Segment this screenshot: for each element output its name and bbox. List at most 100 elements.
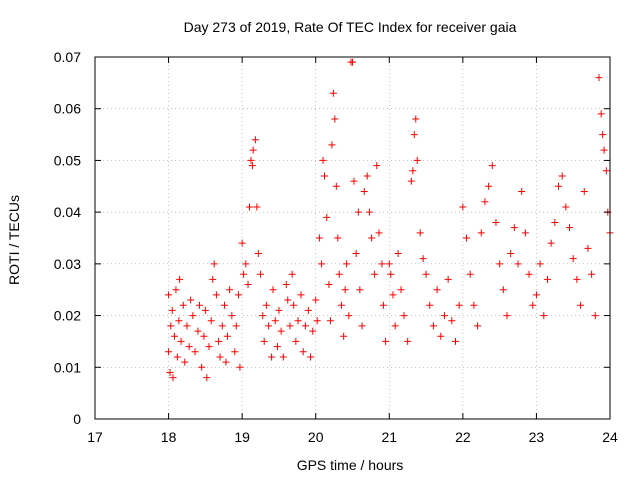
data-point	[422, 270, 430, 278]
data-point	[328, 141, 336, 149]
data-point	[318, 260, 326, 268]
data-point	[514, 260, 522, 268]
data-point	[315, 234, 323, 242]
data-point	[595, 74, 603, 82]
data-point	[297, 291, 305, 299]
data-point	[363, 172, 371, 180]
data-points	[165, 58, 614, 382]
data-point	[555, 182, 562, 190]
data-point	[205, 343, 213, 351]
data-point	[165, 348, 173, 356]
data-point	[292, 337, 300, 345]
data-point	[440, 312, 448, 320]
data-point	[325, 281, 333, 289]
data-point	[409, 167, 417, 175]
data-point	[248, 162, 256, 170]
data-point	[218, 322, 226, 330]
data-point	[273, 343, 281, 351]
data-point	[331, 115, 339, 123]
data-point	[437, 332, 445, 340]
data-point	[307, 353, 315, 361]
data-point	[341, 286, 349, 294]
data-point	[198, 363, 206, 371]
data-point	[518, 187, 526, 195]
data-point	[209, 275, 217, 283]
data-point	[349, 58, 356, 66]
data-point	[313, 317, 321, 325]
data-point	[566, 224, 574, 232]
data-point	[481, 198, 489, 206]
y-tick-label: 0.02	[54, 308, 81, 324]
data-point	[321, 172, 329, 180]
data-point	[562, 203, 570, 211]
data-point	[397, 286, 405, 294]
data-point	[371, 270, 379, 278]
data-point	[354, 208, 362, 216]
x-axis-label: GPS time / hours	[297, 457, 404, 473]
data-point	[223, 332, 231, 340]
x-tick-label: 21	[381, 429, 397, 445]
data-point	[599, 131, 607, 139]
y-tick-labels: 0 0.01 0.02 0.03 0.04 0.05 0.06 0.07	[54, 49, 81, 427]
data-point	[368, 234, 376, 242]
data-point	[444, 275, 452, 283]
data-point	[165, 291, 173, 299]
data-point	[220, 301, 228, 309]
data-point	[558, 172, 566, 180]
data-point	[429, 322, 437, 330]
data-point	[400, 312, 408, 320]
data-point	[246, 203, 253, 211]
data-point	[407, 177, 415, 185]
data-point	[301, 322, 309, 330]
data-point	[215, 337, 223, 345]
data-point	[166, 368, 174, 376]
y-tick-label: 0.06	[54, 101, 81, 117]
x-tick-label: 18	[161, 429, 177, 445]
data-point	[231, 348, 239, 356]
data-point	[269, 286, 277, 294]
data-point	[525, 270, 533, 278]
data-point	[176, 275, 184, 283]
data-point	[234, 291, 242, 299]
data-point	[455, 301, 463, 309]
data-point	[352, 250, 360, 258]
data-point	[335, 270, 343, 278]
axis-ticks	[94, 56, 611, 420]
data-point	[337, 301, 345, 309]
data-point	[284, 296, 292, 304]
data-point	[168, 306, 176, 314]
data-point	[529, 301, 537, 309]
data-point	[242, 260, 250, 268]
data-point	[262, 301, 270, 309]
data-point	[275, 306, 283, 314]
data-point	[203, 374, 211, 382]
data-point	[177, 337, 185, 345]
data-point	[244, 281, 252, 289]
data-point	[474, 322, 482, 330]
data-point	[191, 348, 199, 356]
data-point	[358, 322, 366, 330]
data-point	[404, 337, 412, 345]
data-point	[323, 213, 331, 221]
data-point	[254, 250, 262, 258]
plot-frame	[94, 56, 611, 420]
data-point	[312, 296, 320, 304]
data-point	[410, 131, 418, 139]
data-point	[265, 322, 273, 330]
data-point	[286, 322, 294, 330]
data-point	[385, 260, 393, 268]
data-point	[340, 332, 348, 340]
data-point	[167, 322, 175, 330]
chart-title: Day 273 of 2019, Rate Of TEC Index for r…	[184, 19, 517, 35]
data-point	[577, 301, 585, 309]
data-point	[580, 187, 588, 195]
data-point	[260, 337, 268, 345]
x-tick-label: 24	[602, 429, 618, 445]
x-tick-label: 20	[308, 429, 324, 445]
data-point	[387, 270, 395, 278]
data-point	[169, 374, 177, 382]
data-point	[470, 301, 478, 309]
data-point	[499, 286, 507, 294]
data-point	[477, 229, 485, 237]
